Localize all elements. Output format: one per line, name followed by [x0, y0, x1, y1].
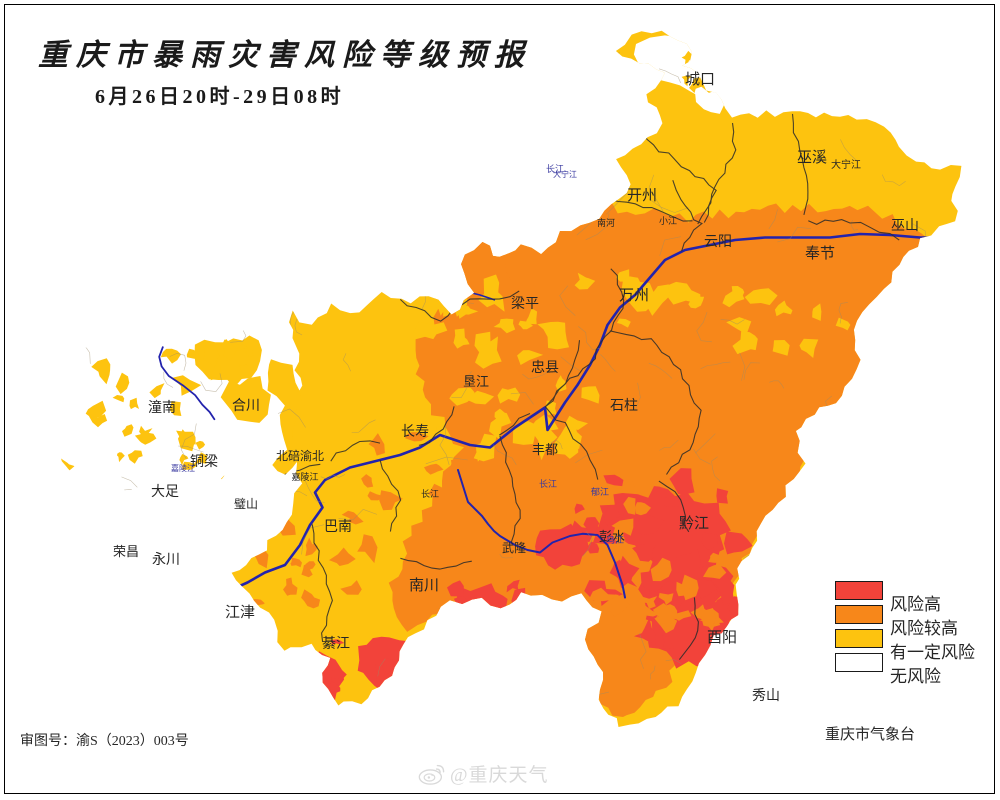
svg-text:万州: 万州: [619, 288, 649, 304]
svg-text:璧山: 璧山: [234, 496, 258, 511]
svg-text:忠县: 忠县: [531, 360, 559, 376]
svg-text:乌江: 乌江: [606, 534, 624, 545]
svg-text:丰都: 丰都: [532, 442, 558, 457]
svg-text:开州: 开州: [627, 188, 657, 204]
svg-text:大足: 大足: [151, 484, 179, 500]
svg-text:永川: 永川: [152, 552, 180, 568]
svg-text:綦江: 綦江: [322, 636, 350, 652]
svg-text:长寿: 长寿: [401, 423, 429, 440]
svg-text:垦江: 垦江: [463, 374, 489, 389]
svg-text:奉节: 奉节: [805, 244, 835, 262]
svg-text:小江: 小江: [659, 216, 677, 226]
svg-text:北碚渝北: 北碚渝北: [276, 448, 324, 463]
svg-text:巴南: 巴南: [324, 519, 352, 535]
svg-text:武隆: 武隆: [502, 540, 526, 555]
svg-text:梁平: 梁平: [511, 296, 539, 312]
svg-text:黔江: 黔江: [679, 515, 709, 532]
svg-text:荣昌: 荣昌: [113, 544, 139, 559]
svg-text:江津: 江津: [225, 604, 255, 621]
svg-text:长江: 长江: [546, 163, 564, 174]
svg-text:嘉陵江: 嘉陵江: [291, 471, 318, 482]
svg-text:合川: 合川: [232, 398, 260, 414]
svg-text:郁江: 郁江: [591, 486, 609, 497]
svg-text:长江: 长江: [421, 488, 439, 499]
svg-text:秀山: 秀山: [752, 688, 780, 704]
svg-text:大宁江: 大宁江: [831, 158, 861, 171]
svg-text:城口: 城口: [685, 71, 715, 88]
svg-text:巫溪: 巫溪: [797, 149, 827, 166]
svg-text:长江: 长江: [539, 478, 557, 489]
svg-text:嘉陵江: 嘉陵江: [171, 463, 195, 473]
svg-text:潼南: 潼南: [148, 399, 176, 416]
svg-text:巫山: 巫山: [891, 218, 919, 234]
svg-text:云阳: 云阳: [704, 234, 732, 250]
svg-text:南川: 南川: [409, 577, 439, 594]
svg-text:酉阳: 酉阳: [707, 629, 737, 646]
svg-text:石柱: 石柱: [610, 398, 638, 414]
svg-text:南河: 南河: [597, 217, 615, 228]
